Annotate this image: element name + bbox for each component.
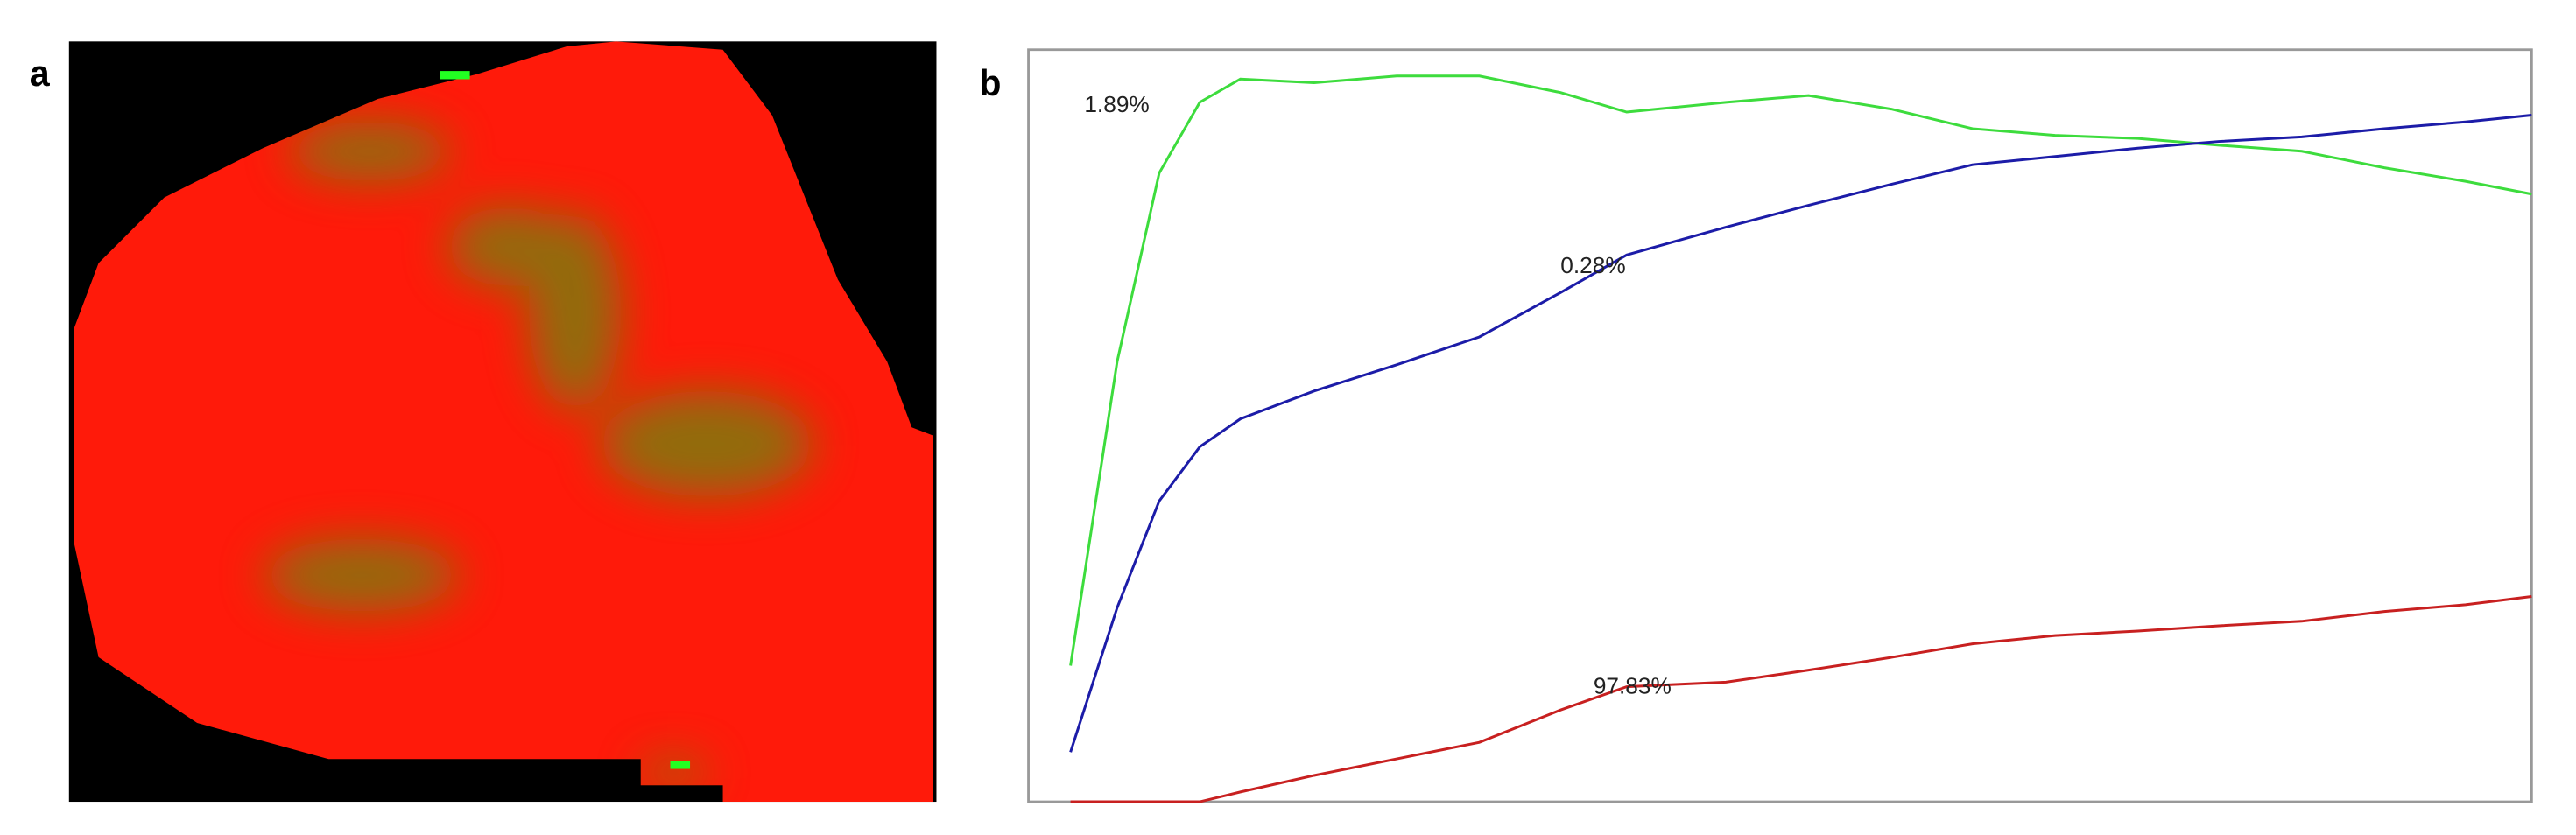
marker (670, 761, 691, 769)
series-line (1070, 594, 2532, 803)
panel-label: b (979, 63, 1001, 103)
series-line (1069, 74, 2532, 666)
overlap-regions (263, 122, 813, 786)
line-label: 1.89% (1084, 91, 1149, 117)
plot-frame (1027, 48, 2533, 803)
tissue-map (74, 41, 933, 803)
series-line (1069, 113, 2532, 753)
line-label: 0.28% (1560, 252, 1625, 278)
panel-a: a (30, 41, 937, 803)
panel-label: a (30, 53, 51, 94)
line-label: 97.83% (1594, 672, 1672, 698)
panel-b: b 1.89% 0.28% 97.83% (979, 48, 2533, 803)
marker (440, 71, 470, 80)
